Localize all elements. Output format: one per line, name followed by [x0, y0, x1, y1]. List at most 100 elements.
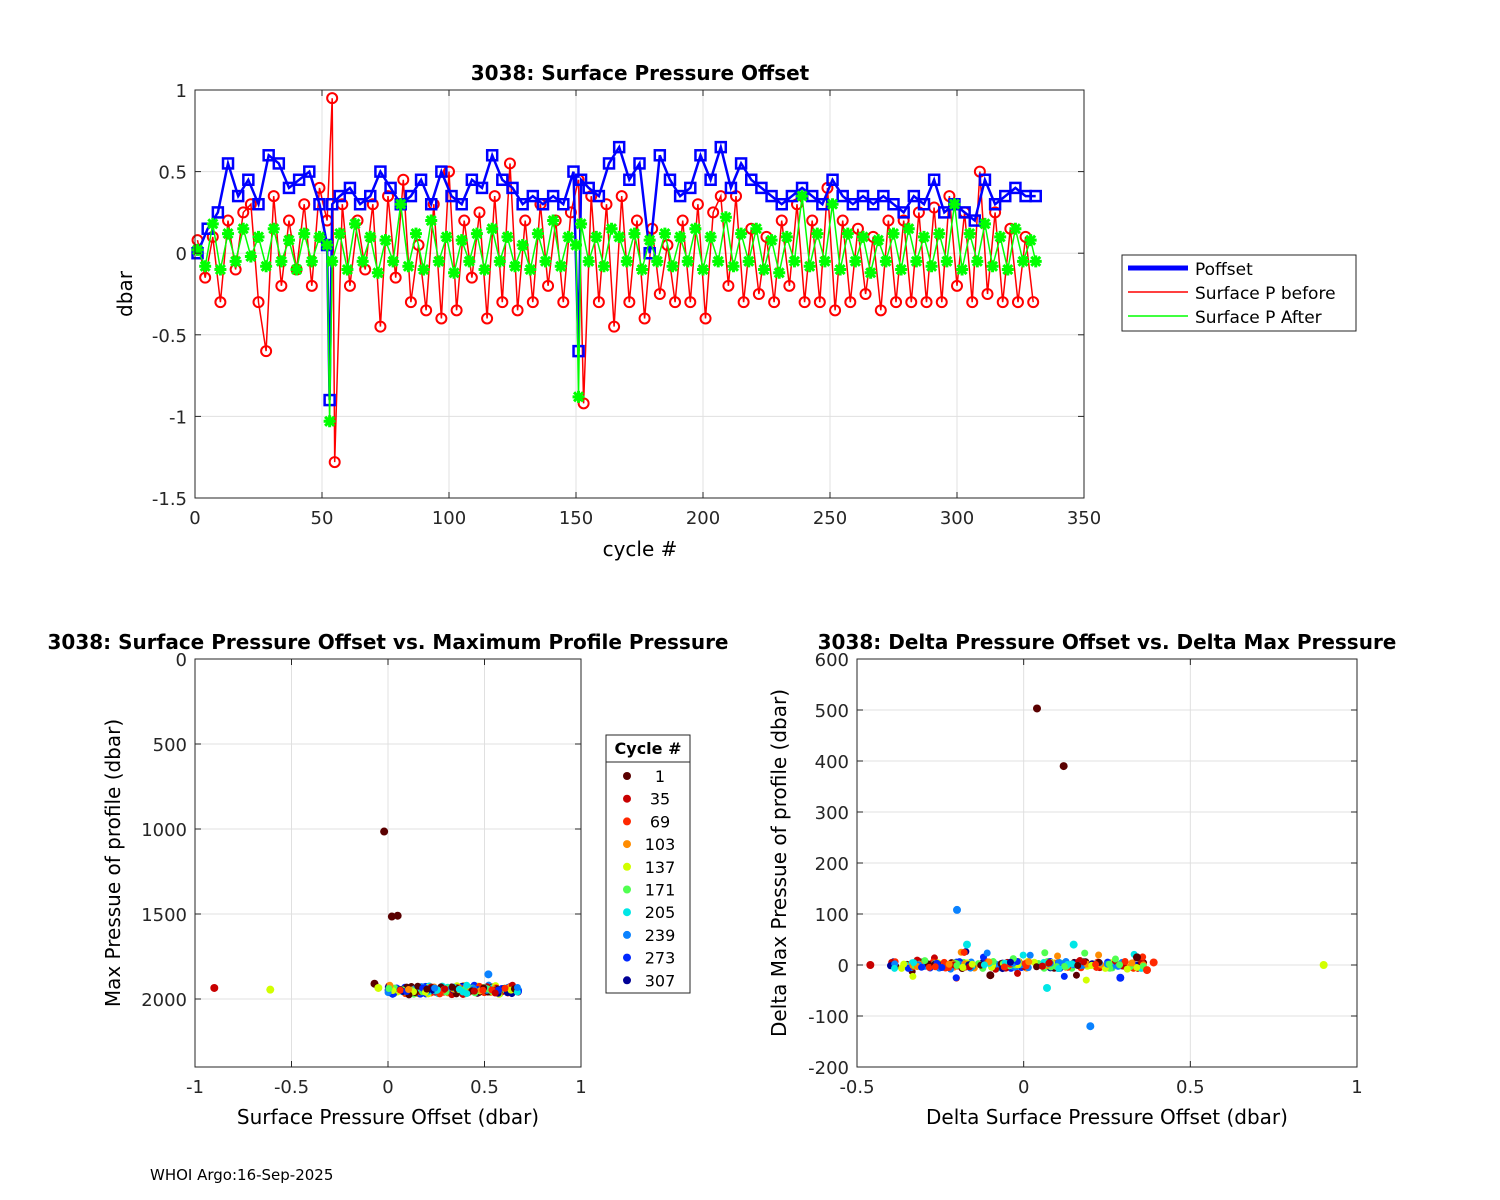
surface-before-point [920, 296, 933, 309]
surface-before-point [326, 92, 339, 105]
y-tick-label: 1500 [141, 905, 187, 926]
surface-after-point [516, 239, 529, 252]
surface-after-point [712, 255, 725, 268]
colorbar-tick-label: 171 [645, 881, 676, 900]
poffset-point [435, 165, 448, 178]
surface-before-point [874, 304, 887, 317]
poffset-point [887, 197, 900, 211]
scatter-point [1043, 983, 1051, 992]
cluster-point [909, 972, 917, 980]
cluster-point [983, 949, 991, 957]
poffset-point [724, 181, 738, 195]
surface-after-point [841, 227, 854, 240]
surface-after-point [440, 230, 453, 243]
surface-before-point [653, 288, 666, 300]
surface-before-point [511, 304, 524, 317]
surface-after-point [379, 234, 392, 247]
surface-after-point [773, 266, 786, 279]
poffset-point [978, 173, 992, 187]
surface-before-point [882, 214, 895, 227]
surface-before-point [669, 296, 682, 309]
surface-before-point [542, 279, 555, 292]
x-tick-label: 0.5 [1176, 1077, 1205, 1098]
poffset-point [592, 189, 606, 203]
surface-before-point [503, 157, 516, 170]
y-tick-label: -200 [808, 1058, 849, 1079]
x-tick-label: 0 [189, 508, 200, 529]
surface-after-point [872, 234, 885, 247]
surface-before-point [813, 296, 826, 309]
surface-before-point [458, 214, 471, 227]
surface-before-point [222, 214, 235, 227]
surface-before-point [905, 296, 918, 309]
scatter-point [1116, 973, 1125, 982]
surface-after-point [796, 190, 809, 203]
surface-after-point [613, 230, 626, 243]
surface-after-point [681, 255, 694, 268]
y-tick-label: 1000 [141, 820, 187, 841]
surface-before-point [382, 190, 395, 203]
y-axis-label: Max Pressue of profile (dbar) [101, 719, 125, 1007]
cluster-point [1082, 976, 1090, 984]
scatter-point [484, 970, 493, 979]
x-axis-label: cycle # [603, 537, 678, 561]
cluster-point [1045, 959, 1053, 967]
surface-after-point [323, 415, 336, 428]
scatter-point [210, 983, 219, 992]
cluster-point [938, 964, 946, 972]
poffset-point [745, 173, 758, 187]
surface-before-point [450, 304, 463, 317]
cluster-point [513, 983, 521, 991]
surface-after-point [1029, 255, 1042, 268]
y-tick-label: 300 [815, 803, 849, 824]
surface-after-point [750, 222, 763, 235]
cluster-point [1105, 960, 1113, 968]
scatter-point [963, 940, 971, 949]
surface-after-point [229, 255, 242, 268]
surface-after-point [849, 255, 862, 268]
y-tick-label: 600 [815, 650, 849, 671]
surface-after-point [757, 263, 770, 276]
chart-title: 3038: Surface Pressure Offset [471, 61, 810, 85]
cluster-point [463, 990, 471, 998]
surface-before-point [630, 214, 643, 227]
poffset-point [272, 157, 286, 170]
surface-after-point [260, 260, 273, 273]
poffset-point [384, 181, 397, 195]
surface-before-point [298, 198, 311, 211]
surface-after-point [925, 260, 938, 273]
poffset-point [567, 165, 580, 178]
cluster-point [910, 959, 918, 967]
surface-before-point [564, 206, 577, 219]
poffset-point [404, 189, 418, 203]
cluster-point [1041, 949, 1049, 957]
cluster-point [1060, 962, 1068, 970]
poffset-point [612, 140, 626, 154]
surface-before-point [981, 288, 994, 300]
x-tick-label: -0.5 [274, 1077, 309, 1098]
poffset-point [714, 140, 728, 154]
surface-before-point [404, 296, 417, 309]
surface-before-point [1027, 296, 1040, 309]
surface-before-point [996, 296, 1009, 309]
surface-after-point [910, 255, 923, 268]
footer-credit: WHOI Argo:16-Sep-2025 [150, 1166, 334, 1184]
surface-before-point [615, 190, 628, 203]
surface-after-point [666, 260, 679, 273]
surface-after-point [298, 227, 311, 240]
surface-after-point [735, 227, 748, 240]
poffset-point [242, 173, 255, 187]
cluster-point [891, 964, 899, 972]
scatter-point [866, 961, 875, 969]
cluster-point [898, 964, 906, 972]
cluster-point [463, 981, 471, 989]
cluster-point [1092, 960, 1100, 968]
surface-before-point [592, 296, 605, 309]
surface-after-point [788, 255, 801, 268]
poffset-point [303, 165, 316, 178]
poffset-point [485, 149, 499, 162]
cluster-point [441, 985, 449, 993]
surface-before-point [374, 320, 387, 333]
y-tick-label: 500 [153, 735, 187, 756]
surface-before-point [343, 279, 356, 292]
